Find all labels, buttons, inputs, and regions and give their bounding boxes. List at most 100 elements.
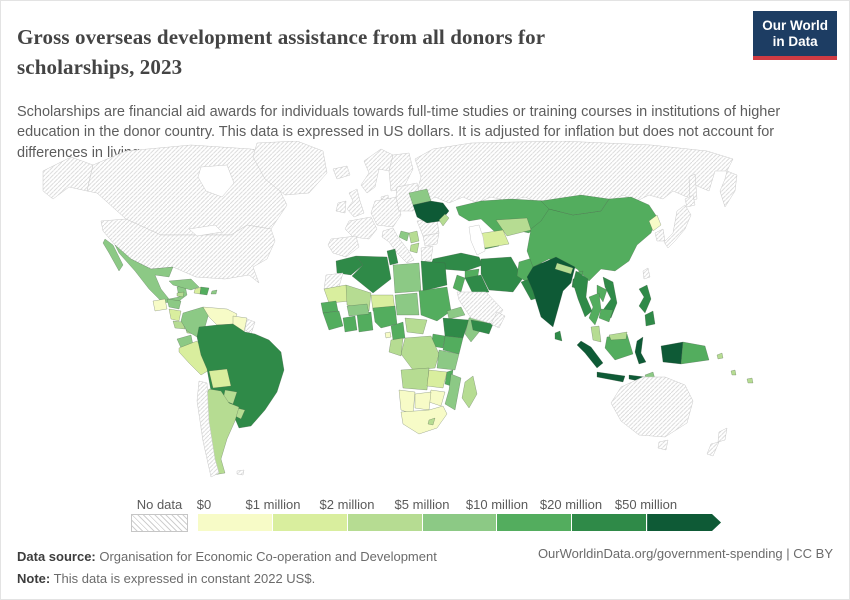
- country-drc[interactable]: [400, 335, 440, 371]
- country-jordan-israel[interactable]: [452, 274, 466, 293]
- country-falklands[interactable]: [236, 469, 245, 476]
- country-taiwan[interactable]: [642, 267, 651, 280]
- footer-link[interactable]: OurWorldinData.org/government-spending |…: [537, 546, 833, 561]
- country-jamaica[interactable]: [176, 291, 185, 298]
- country-uk[interactable]: [346, 188, 365, 218]
- country-madagascar[interactable]: [461, 375, 478, 409]
- country-papua-new-guinea[interactable]: [680, 341, 710, 365]
- country-iran[interactable]: [480, 256, 524, 293]
- country-honduras[interactable]: [166, 298, 182, 310]
- country-central-europe[interactable]: [370, 196, 402, 228]
- country-indonesia-java[interactable]: [596, 371, 626, 383]
- country-oman[interactable]: [490, 311, 506, 329]
- country-albania-mk[interactable]: [409, 242, 420, 254]
- country-myanmar[interactable]: [572, 270, 593, 318]
- country-iceland[interactable]: [332, 165, 351, 180]
- country-guatemala[interactable]: [152, 298, 168, 312]
- country-indonesia-sumatra[interactable]: [576, 340, 604, 369]
- country-ivory-coast[interactable]: [342, 315, 358, 333]
- country-sakhalin[interactable]: [688, 173, 698, 202]
- country-norway[interactable]: [360, 148, 394, 194]
- country-vanuatu[interactable]: [730, 369, 737, 376]
- legend-bin-3[interactable]: [422, 514, 498, 531]
- country-sudan[interactable]: [418, 286, 452, 322]
- country-greenland[interactable]: [252, 141, 328, 196]
- country-indonesia-papua[interactable]: [660, 341, 684, 365]
- country-chile[interactable]: [196, 380, 220, 478]
- country-guinea-group[interactable]: [322, 310, 344, 331]
- country-tasmania[interactable]: [657, 439, 669, 451]
- country-greece[interactable]: [420, 245, 434, 263]
- country-serbia[interactable]: [408, 230, 420, 244]
- country-alaska[interactable]: [42, 156, 94, 200]
- country-italy[interactable]: [381, 227, 415, 264]
- country-puerto-rico[interactable]: [210, 289, 218, 295]
- country-chad[interactable]: [394, 292, 420, 316]
- country-namibia[interactable]: [398, 389, 416, 415]
- country-zimbabwe[interactable]: [428, 389, 446, 407]
- country-mozambique[interactable]: [444, 373, 462, 411]
- country-moldova[interactable]: [438, 213, 450, 227]
- country-central-african-republic[interactable]: [404, 317, 428, 335]
- country-burkina-faso[interactable]: [346, 303, 370, 317]
- country-australia[interactable]: [610, 376, 694, 438]
- country-malaysia[interactable]: [590, 325, 602, 343]
- country-iberia[interactable]: [327, 235, 360, 258]
- legend-bin-5[interactable]: [572, 514, 648, 531]
- country-egypt[interactable]: [420, 260, 448, 292]
- country-ireland[interactable]: [335, 200, 347, 214]
- country-tunisia[interactable]: [386, 248, 399, 266]
- country-tanzania[interactable]: [436, 349, 460, 371]
- country-bosnia[interactable]: [398, 230, 410, 242]
- country-cambodia[interactable]: [598, 308, 614, 323]
- country-dominican-republic[interactable]: [199, 286, 210, 296]
- country-libya[interactable]: [392, 262, 422, 294]
- country-solomon-islands[interactable]: [716, 352, 724, 360]
- country-zambia[interactable]: [426, 369, 448, 389]
- country-iraq[interactable]: [464, 274, 490, 295]
- legend-bin-4[interactable]: [497, 514, 573, 531]
- country-bolivia[interactable]: [208, 368, 232, 389]
- country-eritrea[interactable]: [446, 306, 466, 320]
- country-botswana[interactable]: [414, 391, 432, 411]
- country-russia[interactable]: [414, 141, 734, 204]
- legend-no-data-swatch[interactable]: [131, 514, 188, 532]
- owid-logo[interactable]: Our World in Data: [753, 11, 837, 60]
- country-cuba[interactable]: [168, 278, 200, 291]
- country-angola[interactable]: [400, 367, 430, 391]
- country-nepal[interactable]: [554, 262, 574, 275]
- country-morocco[interactable]: [335, 255, 364, 276]
- country-thailand[interactable]: [588, 292, 602, 326]
- country-laos[interactable]: [596, 284, 608, 303]
- legend-bin-2[interactable]: [347, 514, 423, 531]
- country-lesotho[interactable]: [427, 417, 436, 426]
- country-nigeria[interactable]: [372, 305, 398, 329]
- country-france[interactable]: [344, 216, 378, 240]
- country-new-zealand[interactable]: [706, 427, 728, 457]
- country-bulgaria[interactable]: [422, 232, 440, 247]
- country-indonesia-sulawesi[interactable]: [634, 336, 647, 365]
- country-canada[interactable]: [86, 144, 296, 236]
- country-equatorial-guinea[interactable]: [384, 331, 392, 339]
- country-india[interactable]: [526, 256, 576, 328]
- country-philippines[interactable]: [638, 284, 656, 327]
- country-malaysia-borneo[interactable]: [608, 331, 628, 341]
- country-mongolia[interactable]: [540, 194, 610, 216]
- country-brazil[interactable]: [196, 323, 285, 429]
- country-sri-lanka[interactable]: [554, 330, 563, 342]
- country-south-africa[interactable]: [400, 405, 448, 435]
- country-mexico[interactable]: [102, 238, 188, 304]
- country-japan[interactable]: [663, 194, 696, 249]
- country-fiji[interactable]: [746, 377, 754, 384]
- legend-bin-1[interactable]: [272, 514, 348, 531]
- country-ethiopia[interactable]: [442, 317, 470, 339]
- country-algeria[interactable]: [351, 255, 392, 294]
- country-north-korea[interactable]: [648, 214, 662, 232]
- country-kamchatka[interactable]: [719, 170, 738, 208]
- country-congo-gabon[interactable]: [388, 337, 404, 357]
- country-french-guiana[interactable]: [244, 318, 256, 335]
- legend-bin-6[interactable]: [647, 514, 721, 531]
- country-nicaragua[interactable]: [168, 308, 182, 322]
- legend-bin-0[interactable]: [198, 514, 273, 531]
- country-south-korea[interactable]: [654, 228, 666, 242]
